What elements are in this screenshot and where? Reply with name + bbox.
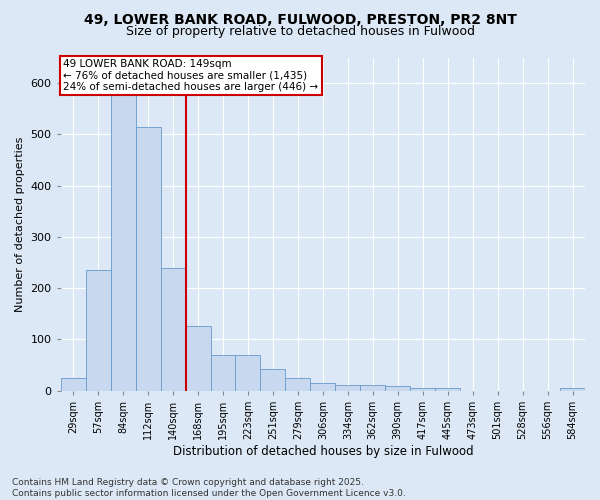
- Bar: [361, 386, 385, 390]
- Text: 49, LOWER BANK ROAD, FULWOOD, PRESTON, PR2 8NT: 49, LOWER BANK ROAD, FULWOOD, PRESTON, P…: [83, 12, 517, 26]
- Y-axis label: Number of detached properties: Number of detached properties: [15, 136, 25, 312]
- Bar: [185, 326, 211, 390]
- Text: Contains HM Land Registry data © Crown copyright and database right 2025.
Contai: Contains HM Land Registry data © Crown c…: [12, 478, 406, 498]
- Bar: [86, 270, 110, 390]
- Bar: [136, 126, 161, 390]
- Bar: [211, 354, 235, 390]
- Text: Size of property relative to detached houses in Fulwood: Size of property relative to detached ho…: [125, 25, 475, 38]
- Bar: [560, 388, 585, 390]
- Bar: [286, 378, 310, 390]
- Bar: [385, 386, 410, 390]
- Bar: [435, 388, 460, 390]
- Text: 49 LOWER BANK ROAD: 149sqm
← 76% of detached houses are smaller (1,435)
24% of s: 49 LOWER BANK ROAD: 149sqm ← 76% of deta…: [64, 59, 319, 92]
- Bar: [161, 268, 185, 390]
- Bar: [260, 369, 286, 390]
- Bar: [235, 354, 260, 390]
- Bar: [310, 383, 335, 390]
- X-axis label: Distribution of detached houses by size in Fulwood: Distribution of detached houses by size …: [173, 444, 473, 458]
- Bar: [61, 378, 86, 390]
- Bar: [110, 94, 136, 391]
- Bar: [410, 388, 435, 390]
- Bar: [335, 386, 361, 390]
